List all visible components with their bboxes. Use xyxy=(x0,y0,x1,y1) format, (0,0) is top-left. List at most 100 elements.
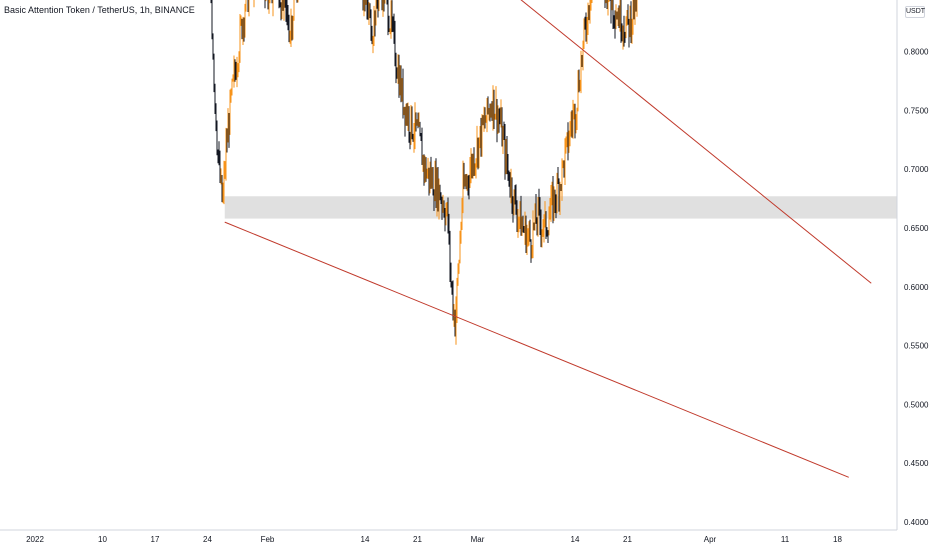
candle-body xyxy=(424,157,425,173)
candle-body xyxy=(371,11,372,38)
candle-body xyxy=(248,0,249,10)
candle-body xyxy=(430,170,431,183)
candle-body xyxy=(558,179,559,183)
time-tick-label: 14 xyxy=(571,535,580,544)
candle-body xyxy=(411,107,412,137)
candle-body xyxy=(243,21,244,37)
candle-body xyxy=(235,67,236,72)
candle-body xyxy=(575,106,576,126)
candle-body xyxy=(222,176,223,200)
candle-body xyxy=(578,79,579,107)
candle-body xyxy=(547,233,548,234)
candle-body xyxy=(234,67,235,76)
candle-body xyxy=(436,172,437,203)
candle-body xyxy=(607,0,608,5)
time-tick-label: Mar xyxy=(471,535,485,544)
candle-body xyxy=(428,168,429,173)
candle-body xyxy=(284,0,285,7)
candle-body xyxy=(495,115,496,119)
candle-body xyxy=(419,124,420,126)
price-tick-label: 0.8000 xyxy=(904,48,929,57)
candle-body xyxy=(399,67,400,94)
candle-body xyxy=(557,179,558,204)
candle-body xyxy=(508,165,509,171)
candle-body xyxy=(449,228,450,233)
candle-body xyxy=(438,173,439,207)
candle-body xyxy=(488,98,489,111)
support-zone[interactable] xyxy=(225,196,928,218)
candle-body xyxy=(498,117,499,129)
candle-body xyxy=(572,124,573,126)
candle-body xyxy=(383,0,384,4)
candle-body xyxy=(233,76,234,80)
candle-body xyxy=(439,186,440,208)
candle-body xyxy=(621,2,622,34)
candle-body xyxy=(560,185,561,201)
candle-body xyxy=(408,111,409,122)
candle-body xyxy=(369,10,370,15)
candle-body xyxy=(529,228,530,233)
candle-body xyxy=(382,0,383,4)
candle-body xyxy=(537,223,538,225)
candle-body xyxy=(268,0,269,4)
candle-body xyxy=(476,160,477,166)
candle-body xyxy=(559,183,560,202)
candle-body xyxy=(412,107,413,136)
candle-body xyxy=(405,107,406,123)
candle-body xyxy=(493,90,494,117)
candle-body xyxy=(238,66,239,68)
candle-body xyxy=(366,0,367,1)
candle-body xyxy=(269,0,270,4)
candle-body xyxy=(548,234,549,235)
price-tick-label: 0.4500 xyxy=(904,459,929,468)
candle-body xyxy=(497,100,498,129)
candle-body xyxy=(504,134,505,135)
time-tick-label: 11 xyxy=(781,535,790,544)
candle-body xyxy=(563,162,564,163)
candle-body xyxy=(377,0,378,1)
candle-body xyxy=(452,282,453,289)
candle-body xyxy=(566,139,567,148)
candle-body xyxy=(613,0,614,18)
candle-body xyxy=(468,178,469,184)
candle-body xyxy=(502,113,503,145)
candle-body xyxy=(589,6,590,14)
candle-body xyxy=(521,204,522,235)
candle-body xyxy=(445,215,446,222)
candle-body xyxy=(538,201,539,226)
candle-body xyxy=(453,290,454,316)
candle-body xyxy=(398,67,399,78)
candle-body xyxy=(451,268,452,282)
candle-body xyxy=(368,6,369,16)
candle-body xyxy=(272,0,273,3)
currency-label[interactable]: USDT xyxy=(905,6,925,18)
candle-body xyxy=(435,172,436,200)
candle-body xyxy=(455,312,456,335)
candle-body xyxy=(564,162,565,174)
candle-body xyxy=(514,190,515,211)
candle-body xyxy=(503,134,504,146)
candle-body xyxy=(393,24,394,25)
candle-body xyxy=(389,25,390,31)
candle-body xyxy=(620,2,621,26)
candle-body xyxy=(403,81,404,113)
candle-body xyxy=(422,141,423,165)
candle-body xyxy=(505,134,506,167)
candle-body xyxy=(544,217,545,230)
candle-body xyxy=(588,6,589,31)
candle-body xyxy=(515,190,516,195)
candle-body xyxy=(550,211,551,219)
candle-body xyxy=(577,108,578,119)
candle-body xyxy=(634,0,635,15)
candle-body xyxy=(631,10,632,35)
candle-body xyxy=(223,192,224,201)
candle-body xyxy=(443,205,444,207)
candle-body xyxy=(518,219,519,224)
candle-body xyxy=(402,81,403,98)
candle-body xyxy=(483,117,484,124)
candle-body xyxy=(581,60,582,88)
time-tick-label: 17 xyxy=(151,535,160,544)
